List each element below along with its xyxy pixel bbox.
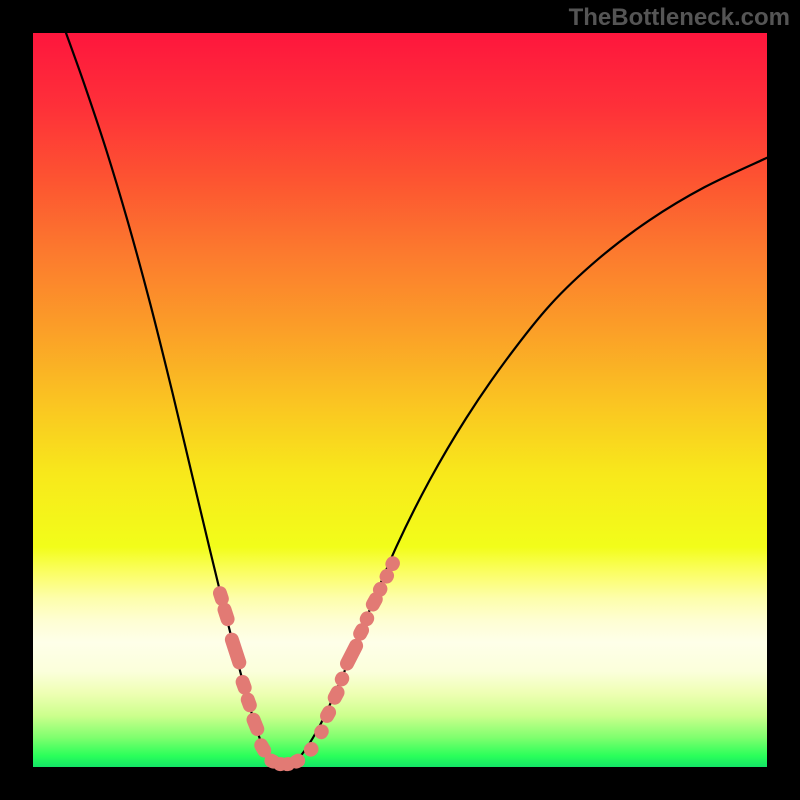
watermark-text: TheBottleneck.com bbox=[569, 4, 790, 32]
chart-svg bbox=[0, 0, 800, 800]
plot-background bbox=[33, 33, 767, 767]
chart-root: TheBottleneck.com bbox=[0, 0, 800, 800]
